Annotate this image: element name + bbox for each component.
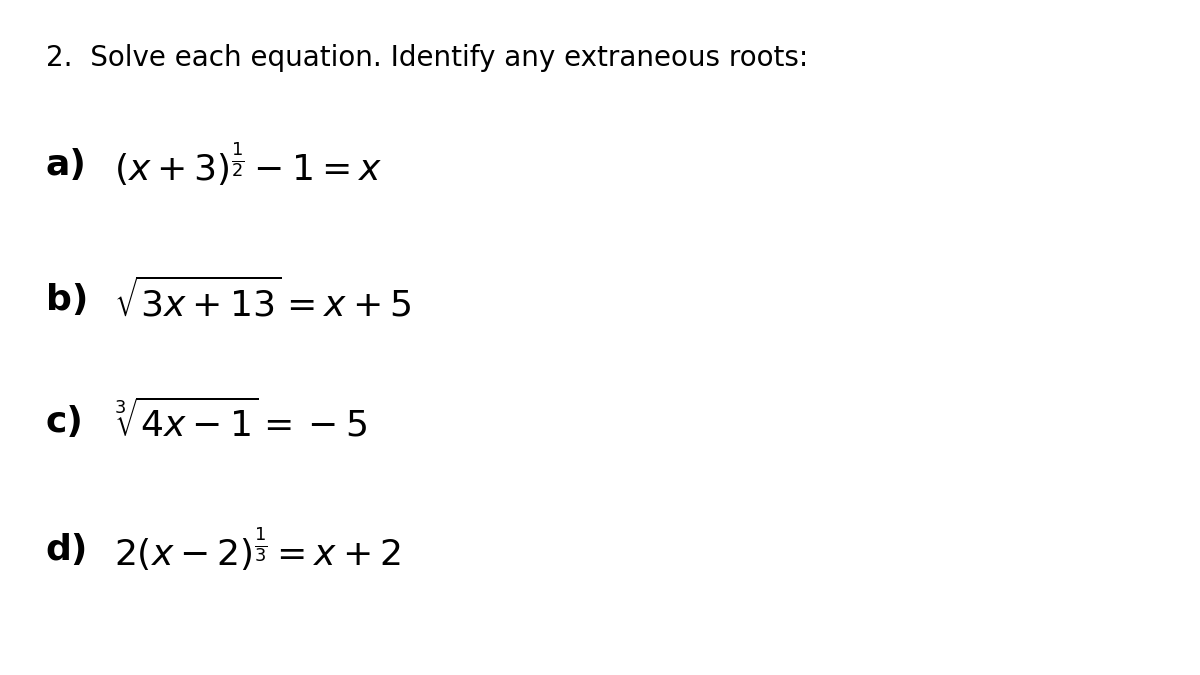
Text: $\sqrt{3x+13}=x+5$: $\sqrt{3x+13}=x+5$ xyxy=(114,277,412,323)
Text: $(x+3)^{\mathsf{\frac{1}{2}}}-1=x$: $(x+3)^{\mathsf{\frac{1}{2}}}-1=x$ xyxy=(114,142,382,189)
Text: d): d) xyxy=(46,533,88,567)
Text: 2.  Solve each equation. Identify any extraneous roots:: 2. Solve each equation. Identify any ext… xyxy=(46,44,808,72)
Text: b): b) xyxy=(46,284,88,317)
Text: $\sqrt[3]{4x-1}=-5$: $\sqrt[3]{4x-1}=-5$ xyxy=(114,400,367,444)
Text: $2(x-2)^{\frac{1}{3}}=x+2$: $2(x-2)^{\frac{1}{3}}=x+2$ xyxy=(114,526,401,574)
Text: c): c) xyxy=(46,405,84,439)
Text: a): a) xyxy=(46,148,86,182)
